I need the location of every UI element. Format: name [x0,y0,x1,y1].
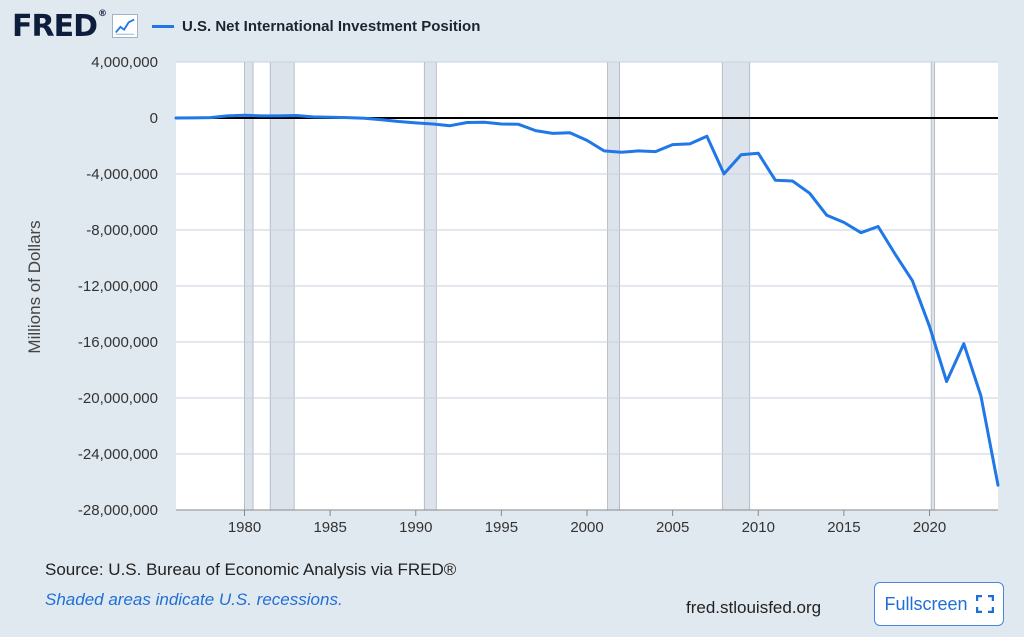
x-tick-label: 2020 [913,519,946,536]
y-tick-label: -8,000,000 [86,222,158,239]
source-text: Source: U.S. Bureau of Economic Analysis… [45,560,457,579]
line-chart-icon [112,14,138,38]
y-tick-label: 4,000,000 [91,54,158,71]
recession-note: Shaded areas indicate U.S. recessions. [45,590,343,609]
legend: U.S. Net International Investment Positi… [152,18,480,35]
x-tick-label: 1980 [228,519,261,536]
fullscreen-button[interactable]: Fullscreen [874,582,1004,626]
expand-icon [975,595,994,613]
x-tick-label: 2015 [827,519,860,536]
x-tick-label: 2000 [570,519,603,536]
legend-swatch [152,24,174,28]
y-tick-label: 0 [150,110,158,127]
y-tick-label: -4,000,000 [86,166,158,183]
y-axis-label: Millions of Dollars [25,220,44,353]
site-link[interactable]: fred.stlouisfed.org [686,598,822,617]
series-line [174,113,1000,487]
x-tick-label: 2010 [742,519,775,536]
x-tick-label: 1995 [485,519,518,536]
y-tick-label: -20,000,000 [78,390,158,407]
legend-label: U.S. Net International Investment Positi… [182,17,481,35]
fred-logo[interactable]: FRED® [12,8,107,44]
x-tick-label: 1990 [399,519,432,536]
x-tick-label: 1985 [313,519,346,536]
fullscreen-label: Fullscreen [884,593,968,614]
x-tick-label: 2005 [656,519,689,536]
y-tick-label: -28,000,000 [78,502,158,519]
y-tick-label: -12,000,000 [78,278,158,295]
y-tick-label: -16,000,000 [78,334,158,351]
line-chart: 4,000,000 0 -4,000,000 -8,000,000 -12,000,00… [25,54,1000,536]
chart-header: FRED® U.S. Net International Investment … [12,8,480,44]
y-tick-label: -24,000,000 [78,446,158,463]
